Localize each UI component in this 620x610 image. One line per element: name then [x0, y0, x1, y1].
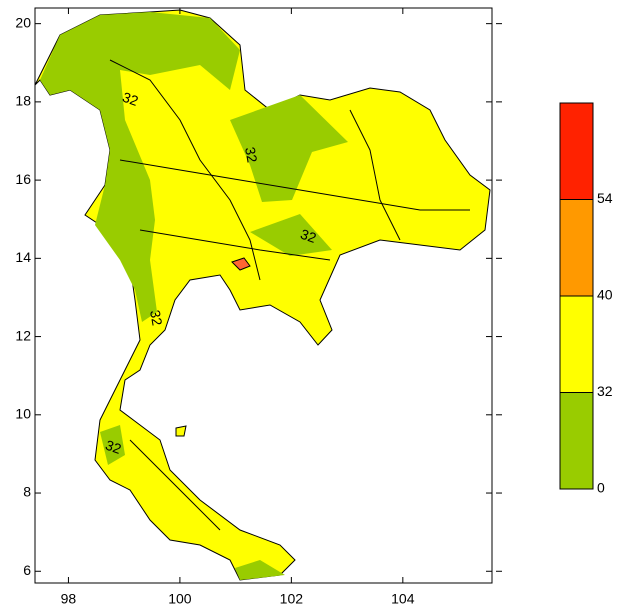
- y-tick-label: 20: [15, 14, 31, 30]
- province-border: [139, 229, 331, 261]
- red-region: [231, 257, 251, 271]
- contour-label: 32: [103, 437, 123, 457]
- province-border: [109, 59, 261, 281]
- colorbar-band: [559, 392, 594, 490]
- land-area: [34, 9, 491, 581]
- x-tick-label: 98: [61, 591, 77, 607]
- colorbar-band: [559, 295, 594, 393]
- province-border: [349, 109, 401, 241]
- y-tick-label: 10: [15, 406, 31, 422]
- y-tick-label: 12: [15, 327, 31, 343]
- contour-label: 32: [120, 89, 140, 109]
- colorbar-label: 40: [597, 287, 613, 303]
- colorbar-band: [559, 102, 594, 200]
- y-tick-label: 14: [15, 249, 31, 265]
- colorbar-label: 54: [597, 190, 613, 206]
- contour-labels: 32 32 32 32 32: [103, 89, 318, 457]
- green-region: [230, 95, 348, 202]
- y-tick-label: 18: [15, 93, 31, 109]
- colorbar: 0 32 40 54: [559, 102, 613, 496]
- province-border: [129, 439, 221, 531]
- contour-label: 32: [298, 226, 318, 246]
- x-tick-label: 102: [280, 591, 304, 607]
- contour-label: 32: [147, 309, 165, 327]
- colorbar-band: [559, 199, 594, 297]
- y-tick-label: 16: [15, 171, 31, 187]
- contour-label: 32: [242, 146, 260, 164]
- y-tick-label: 6: [23, 562, 31, 578]
- green-region: [235, 560, 285, 580]
- colorbar-label: 0: [597, 480, 605, 496]
- green-region: [250, 214, 332, 256]
- axes: 98 100 102 104 6 8 10 12 14 16 18 20: [15, 8, 502, 607]
- island: [175, 425, 187, 437]
- green-region: [40, 12, 240, 322]
- x-tick-label: 104: [391, 591, 415, 607]
- frame: [34, 7, 493, 584]
- colorbar-label: 32: [597, 383, 613, 399]
- country: [34, 9, 491, 581]
- green-region: [100, 425, 125, 465]
- y-tick-label: 8: [23, 484, 31, 500]
- province-border: [119, 159, 470, 211]
- x-tick-label: 100: [168, 591, 192, 607]
